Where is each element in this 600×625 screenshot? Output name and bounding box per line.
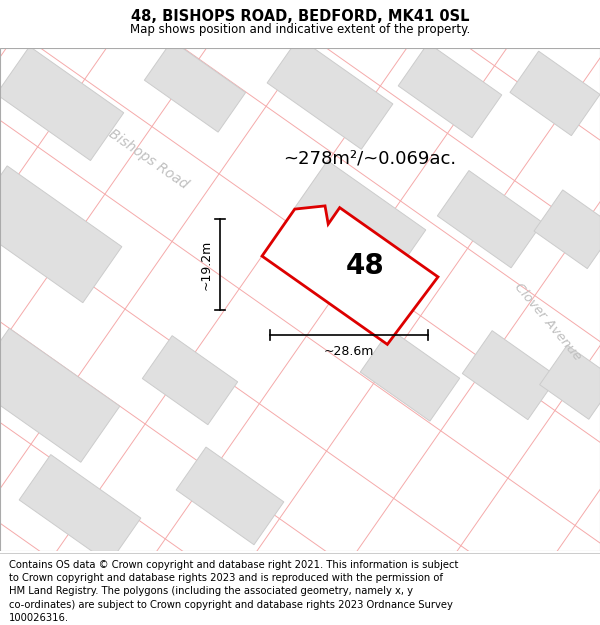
Polygon shape bbox=[262, 206, 438, 344]
Polygon shape bbox=[0, 46, 124, 161]
Text: Bishops Road: Bishops Road bbox=[106, 126, 190, 191]
Text: ~28.6m: ~28.6m bbox=[324, 344, 374, 357]
Text: Map shows position and indicative extent of the property.: Map shows position and indicative extent… bbox=[130, 23, 470, 36]
Text: Contains OS data © Crown copyright and database right 2021. This information is : Contains OS data © Crown copyright and d… bbox=[9, 560, 458, 623]
Polygon shape bbox=[0, 328, 120, 462]
Text: ~19.2m: ~19.2m bbox=[199, 239, 212, 289]
Polygon shape bbox=[510, 51, 600, 136]
Polygon shape bbox=[142, 336, 238, 425]
Polygon shape bbox=[360, 329, 460, 421]
Text: 48: 48 bbox=[346, 253, 385, 281]
Polygon shape bbox=[539, 345, 600, 419]
Polygon shape bbox=[176, 447, 284, 545]
Text: 48, BISHOPS ROAD, BEDFORD, MK41 0SL: 48, BISHOPS ROAD, BEDFORD, MK41 0SL bbox=[131, 9, 469, 24]
Polygon shape bbox=[19, 454, 141, 563]
Text: Clover Avenue: Clover Avenue bbox=[512, 281, 584, 363]
Polygon shape bbox=[0, 166, 122, 302]
Text: ~278m²/~0.069ac.: ~278m²/~0.069ac. bbox=[283, 150, 457, 168]
Polygon shape bbox=[534, 190, 600, 269]
Polygon shape bbox=[267, 38, 393, 149]
Polygon shape bbox=[437, 171, 542, 268]
Polygon shape bbox=[398, 43, 502, 138]
Polygon shape bbox=[294, 161, 426, 278]
Polygon shape bbox=[145, 41, 245, 132]
Polygon shape bbox=[463, 331, 557, 419]
